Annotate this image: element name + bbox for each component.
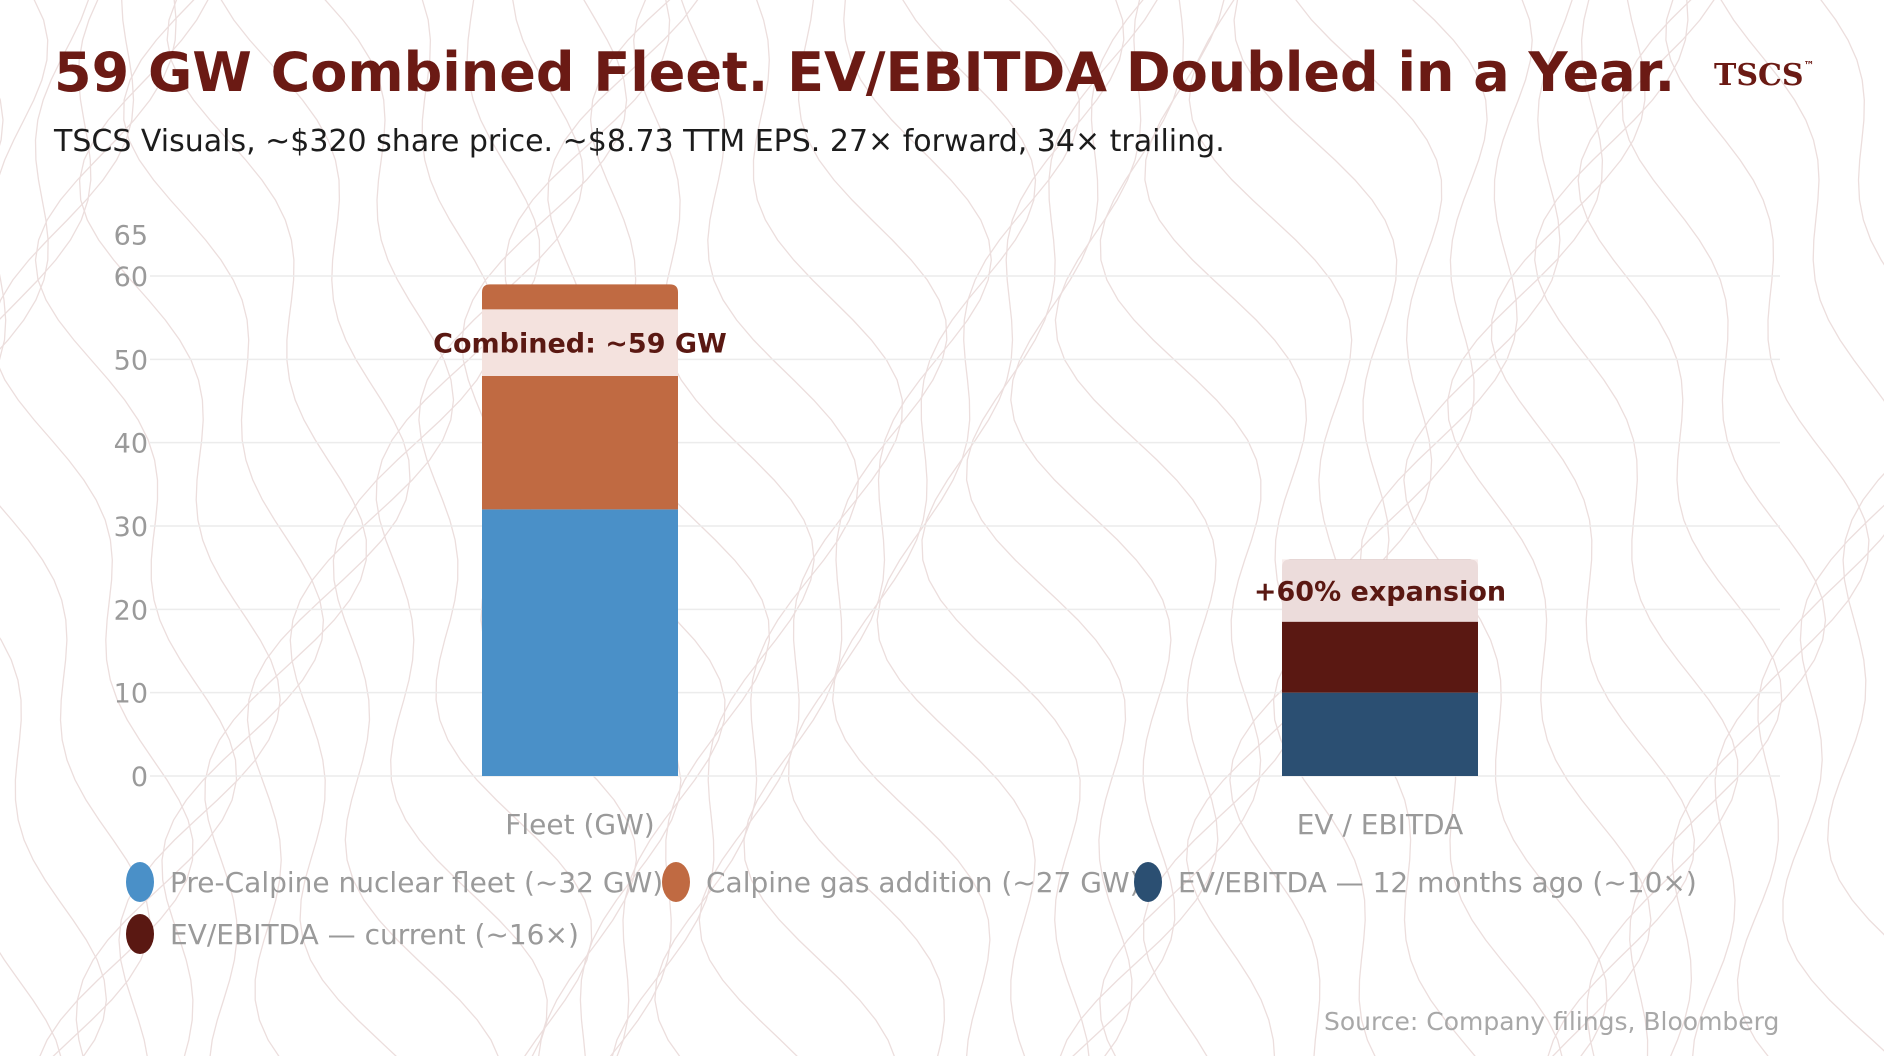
x-axis-ticks: Fleet (GW) EV / EBITDA [505, 808, 1463, 841]
contour-line [1782, 0, 1884, 1052]
contour-line [34, 0, 238, 1056]
contour-line [1490, 0, 1696, 1056]
contour-line [921, 0, 1125, 1056]
contour-line [0, 0, 62, 1056]
contour-line [1720, 0, 1884, 1056]
contour-line [1447, 0, 1652, 1056]
contour-line [1827, 472, 1884, 936]
chart-title: 59 GW Combined Fleet. EV/EBITDA Doubled … [54, 41, 1676, 104]
contour-line [1185, 0, 1353, 1056]
brand-text: TSCS [1714, 58, 1804, 93]
contour-line [1359, 0, 1563, 1056]
bar-segment [482, 509, 678, 776]
contour-line [418, 0, 593, 1056]
contour-line [289, 0, 455, 1056]
contour-line [743, 0, 948, 1056]
legend-swatch [1134, 862, 1162, 902]
grid-lines [150, 275, 1780, 777]
contour-line [123, 0, 325, 1056]
contour-line [1054, 0, 1219, 1056]
annotation-label: +60% expansion [1254, 577, 1506, 608]
contour-line [1272, 0, 1443, 1056]
contour-line [1316, 0, 1488, 1056]
y-tick-label: 40 [114, 429, 148, 460]
legend-swatch [126, 914, 154, 954]
contour-line [876, 0, 1080, 1056]
brand-logo: TSCS™ [1714, 58, 1815, 93]
y-tick-label: 60 [114, 262, 148, 293]
x-tick-label: Fleet (GW) [505, 808, 654, 841]
contour-line [1099, 0, 1262, 1056]
contour-line [1577, 0, 1783, 1056]
contour-line [1534, 0, 1739, 1056]
legend-label: EV/EBITDA — current (~16×) [170, 917, 579, 951]
legend-label: Calpine gas addition (~27 GW) [706, 865, 1141, 899]
annotation-band [482, 309, 678, 376]
contour-line [375, 0, 548, 1056]
source-note: Source: Company filings, Bloomberg [1324, 1007, 1780, 1036]
contour-line [698, 0, 903, 1056]
contour-line [1665, 0, 1870, 1056]
bar-segment [1282, 692, 1478, 776]
annotation-band [1282, 559, 1478, 622]
legend-item: EV/EBITDA — current (~16×) [126, 914, 579, 954]
x-tick-label: EV / EBITDA [1297, 808, 1464, 841]
y-tick-label: 0 [131, 762, 148, 793]
contour-line [0, 0, 194, 1056]
contour-line [166, 0, 367, 1056]
legend-item: EV/EBITDA — 12 months ago (~10×) [1134, 862, 1697, 902]
y-tick-label: 65 [114, 220, 148, 251]
contour-line [787, 0, 992, 1056]
contour-line [0, 0, 108, 1056]
legend-label: Pre-Calpine nuclear fleet (~32 GW) [170, 865, 664, 899]
contour-line [965, 0, 1158, 1056]
contour-line [1403, 0, 1608, 1056]
contour-line [654, 0, 860, 1056]
contour-line [332, 0, 499, 1056]
legend-item: Calpine gas addition (~27 GW) [662, 862, 1141, 902]
y-tick-label: 50 [114, 345, 148, 376]
y-tick-label: 20 [114, 595, 148, 626]
contour-line [1621, 0, 1827, 1056]
y-tick-label: 30 [114, 512, 148, 543]
legend-item: Pre-Calpine nuclear fleet (~32 GW) [126, 862, 663, 902]
legend-swatch [126, 862, 154, 902]
legend-label: EV/EBITDA — 12 months ago (~10×) [1178, 865, 1697, 899]
y-axis-ticks: 0 10 20 30 40 50 60 65 [114, 220, 148, 793]
y-tick-label: 10 [114, 679, 148, 710]
trademark-mark: ™ [1803, 59, 1815, 72]
contour-line [1229, 0, 1398, 1056]
legend-swatch [662, 862, 690, 902]
contour-line [1010, 0, 1176, 1056]
annotation-label: Combined: ~59 GW [433, 329, 727, 360]
contour-line [220, 0, 411, 1056]
contour-line [611, 0, 815, 1056]
annotations: Combined: ~59 GW +60% expansion [433, 309, 1506, 622]
chart-subtitle: TSCS Visuals, ~$320 share price. ~$8.73 … [54, 124, 1225, 159]
